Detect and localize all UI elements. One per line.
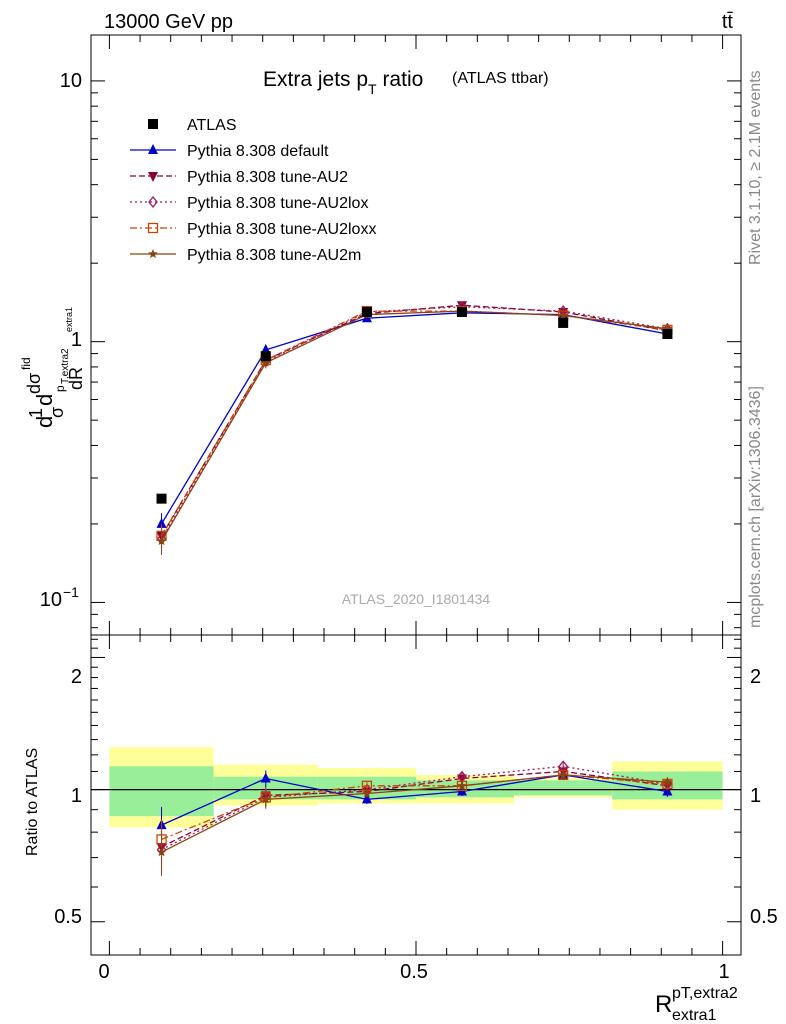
legend: ATLAS Pythia 8.308 default Pythia 8.308 tu… bbox=[130, 117, 376, 264]
xtick-label-0: 0 bbox=[98, 961, 109, 983]
xaxis-label: RpT,extra2 extra1 bbox=[655, 985, 738, 1024]
main-axis-ticks bbox=[91, 35, 741, 635]
ytick-label-10: 10 bbox=[60, 70, 82, 92]
series-5-ratio-point bbox=[662, 777, 673, 787]
legend-label-1: Pythia 8.308 default bbox=[187, 143, 329, 160]
ytick-label-0.1-exp: −1 bbox=[63, 584, 79, 600]
analysis-id: ATLAS_2020_I1801434 bbox=[342, 591, 491, 607]
legend-marker-3 bbox=[148, 195, 158, 209]
series-3-ratio-line bbox=[161, 765, 668, 851]
series-1-main-line bbox=[160, 312, 668, 525]
series-5-main-point bbox=[156, 536, 167, 546]
series-5-ratio-point bbox=[261, 794, 271, 804]
ylabel-p: p bbox=[53, 385, 67, 392]
chart-title: Extra jets pT ratio bbox=[263, 68, 423, 97]
legend-marker-0 bbox=[148, 119, 158, 129]
series-4-ratio-line bbox=[161, 774, 668, 841]
ratio-panel: 2 1 0.5 2 1 0.5 Ratio to ATLAS bbox=[24, 634, 778, 956]
atlas-data-point bbox=[156, 493, 167, 504]
ytick-label-1: 1 bbox=[71, 329, 82, 351]
series-1-ratio-point bbox=[260, 772, 271, 783]
series-5-main-line bbox=[160, 310, 668, 542]
ratio-ylabel: Ratio to ATLAS bbox=[24, 748, 41, 856]
series-5-ratio-point bbox=[362, 788, 372, 798]
xaxis-label-main: R bbox=[655, 991, 672, 1018]
atlas-data-point bbox=[662, 329, 673, 340]
ylabel-dR: dR bbox=[66, 367, 86, 390]
legend-label-5: Pythia 8.308 tune-AU2m bbox=[187, 247, 361, 264]
series-1-ratio-line bbox=[161, 774, 668, 826]
ylabel-dsigma: dσ bbox=[24, 373, 44, 394]
atlas-data-point bbox=[558, 317, 569, 328]
ylabel-fraction: d 1 σ d dσ fid p T,extra2 extra1 dR bbox=[10, 301, 86, 428]
ylabel-extra1: extra1 bbox=[64, 307, 74, 332]
series-5-ratio-point bbox=[156, 847, 167, 857]
chart-title-note: (ATLAS ttbar) bbox=[452, 70, 549, 87]
ratio-series-group bbox=[156, 760, 673, 876]
ylabel-fid: fid bbox=[19, 357, 33, 370]
xaxis-label-sup: pT,extra2 bbox=[672, 985, 738, 1002]
ratio-ytick-label-2-right: 2 bbox=[750, 666, 761, 688]
ratio-ytick-label-0.5: 0.5 bbox=[54, 906, 82, 928]
process-label: tt̄ bbox=[722, 11, 734, 33]
chart-title-suffix: ratio bbox=[377, 68, 424, 91]
series-2-ratio-line bbox=[161, 770, 668, 848]
legend-marker-4 bbox=[147, 222, 159, 234]
chart-title-sub: T bbox=[368, 81, 377, 97]
ratio-ytick-label-0.5-right: 0.5 bbox=[750, 906, 778, 928]
ylabel-d2: d bbox=[32, 394, 57, 406]
energy-label: 13000 GeV pp bbox=[104, 11, 233, 33]
ylabel-T-extra2: T,extra2 bbox=[60, 348, 71, 384]
series-5-main-point bbox=[261, 357, 271, 367]
legend-marker-5 bbox=[148, 249, 158, 258]
rivet-label: Rivet 3.1.10, ≥ 2.1M events bbox=[747, 70, 764, 265]
ratio-bands bbox=[109, 747, 723, 828]
legend-label-4: Pythia 8.308 tune-AU2loxx bbox=[187, 221, 376, 238]
xaxis-label-sub: extra1 bbox=[672, 1007, 717, 1024]
series-5-main-point bbox=[558, 310, 568, 320]
legend-label-3: Pythia 8.308 tune-AU2lox bbox=[187, 195, 368, 212]
ylabel-d1: d bbox=[32, 416, 57, 428]
series-5-ratio-line bbox=[161, 774, 668, 853]
xtick-label-0.5: 0.5 bbox=[400, 961, 428, 983]
main-panel: Extra jets pT ratio (ATLAS ttbar) ATLAS_… bbox=[10, 34, 742, 636]
source-label: mcplots.cern.ch [arXiv:1306.3436] bbox=[747, 386, 764, 628]
legend-marker-1 bbox=[148, 144, 158, 154]
ylabel-1: 1 bbox=[26, 408, 46, 418]
atlas-data-point bbox=[361, 306, 372, 317]
series-2-main-line bbox=[160, 304, 668, 537]
series-1-ratio-point bbox=[361, 793, 372, 804]
ylabel-sigma: σ bbox=[47, 407, 67, 418]
series-4-main-line bbox=[160, 310, 668, 537]
ratio-ytick-label-1: 1 bbox=[71, 785, 82, 807]
series-5-ratio-point bbox=[558, 769, 568, 779]
series-5-ratio-point bbox=[457, 780, 467, 790]
atlas-data-point bbox=[260, 351, 271, 362]
legend-label-2: Pythia 8.308 tune-AU2 bbox=[187, 169, 348, 186]
ytick-label-0.1: 10 bbox=[40, 589, 62, 611]
main-series-group bbox=[156, 300, 673, 556]
ratio-ytick-label-1-right: 1 bbox=[750, 785, 761, 807]
atlas-data-point bbox=[456, 306, 467, 317]
chart-title-main: Extra jets p bbox=[263, 68, 368, 91]
series-3-main-line bbox=[160, 306, 668, 540]
series-1-main-point bbox=[156, 517, 167, 528]
ratio-band-inner bbox=[514, 780, 613, 796]
ratio-ytick-label-2: 2 bbox=[71, 666, 82, 688]
xtick-label-1: 1 bbox=[718, 961, 729, 983]
legend-marker-2 bbox=[148, 172, 158, 182]
main-ylabel: d 1 σ d dσ fid p T,extra2 extra1 dR bbox=[10, 301, 86, 428]
legend-label-0: ATLAS bbox=[187, 117, 237, 134]
